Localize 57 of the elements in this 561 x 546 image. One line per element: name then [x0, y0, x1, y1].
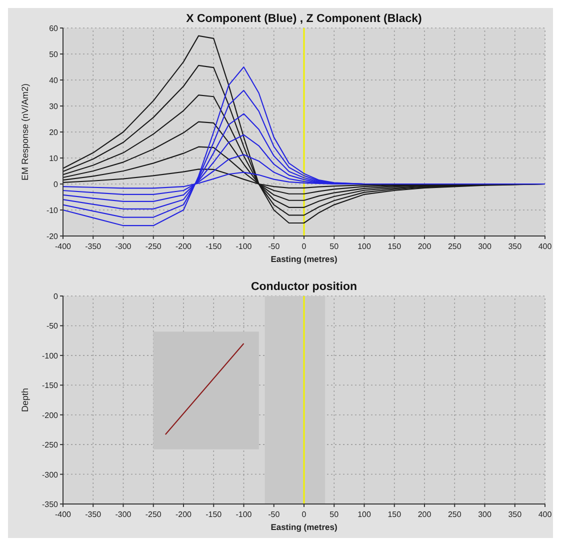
x-tick-label: 150: [388, 242, 402, 251]
x-tick-label: 50: [330, 242, 340, 251]
chart-title: X Component (Blue) , Z Component (Black): [186, 13, 422, 25]
x-tick-label: 0: [302, 242, 307, 251]
y-tick-label: -350: [42, 500, 59, 509]
y-axis-title: Depth: [20, 388, 30, 412]
y-tick-label: -150: [42, 381, 59, 390]
y-tick-label: 10: [49, 154, 59, 163]
x-tick-label: -250: [145, 242, 162, 251]
x-tick-label: -350: [85, 242, 102, 251]
x-tick-label: 200: [418, 242, 432, 251]
x-tick-label: -400: [54, 242, 72, 251]
y-tick-label: 50: [49, 50, 59, 59]
x-tick-label: -200: [175, 242, 192, 251]
x-tick-label: -200: [175, 510, 192, 519]
x-tick-label: -150: [206, 242, 222, 251]
x-tick-label: 100: [358, 242, 372, 251]
x-tick-label: -300: [115, 242, 132, 251]
x-tick-label: 400: [538, 510, 552, 519]
x-tick-label: 200: [418, 510, 432, 519]
y-tick-label: -250: [42, 440, 59, 450]
x-tick-label: 50: [330, 510, 340, 519]
x-tick-label: -100: [236, 510, 252, 519]
chart-title: Conductor position: [250, 281, 358, 293]
y-tick-label: 0: [54, 292, 59, 301]
x-tick-label: 0: [302, 510, 307, 519]
x-tick-label: -50: [268, 510, 280, 519]
y-tick-label: 30: [49, 102, 59, 111]
y-tick-label: -300: [42, 470, 59, 480]
y-tick-label: -200: [42, 410, 59, 420]
x-tick-label: -300: [115, 510, 132, 519]
x-tick-label: 250: [448, 242, 462, 251]
x-tick-label: -50: [268, 242, 280, 251]
x-tick-label: -150: [206, 510, 222, 519]
x-tick-label: 300: [478, 510, 492, 519]
y-tick-label: 40: [49, 76, 59, 85]
y-tick-label: 20: [49, 128, 59, 137]
x-axis-title: Easting (metres): [270, 254, 338, 264]
x-tick-label: 100: [358, 510, 372, 519]
x-tick-label: 350: [508, 242, 522, 251]
y-tick-label: 60: [49, 24, 59, 33]
y-tick-label: -10: [46, 206, 59, 215]
x-tick-label: 350: [508, 510, 522, 519]
x-tick-label: 400: [538, 242, 552, 251]
x-tick-label: 150: [388, 510, 402, 519]
y-tick-label: 0: [54, 180, 59, 189]
x-tick-label: -400: [54, 510, 72, 519]
x-tick-label: -350: [85, 510, 102, 519]
x-tick-label: 250: [448, 510, 462, 519]
x-tick-label: -100: [236, 242, 252, 251]
y-tick-label: -100: [42, 351, 59, 360]
x-tick-label: -250: [145, 510, 162, 519]
y-axis-title: EM Response (nV/Am2): [20, 83, 30, 181]
x-axis-title: Easting (metres): [270, 522, 338, 532]
x-tick-label: 300: [478, 242, 492, 251]
y-tick-label: -50: [46, 322, 59, 331]
y-tick-label: -20: [46, 232, 59, 241]
